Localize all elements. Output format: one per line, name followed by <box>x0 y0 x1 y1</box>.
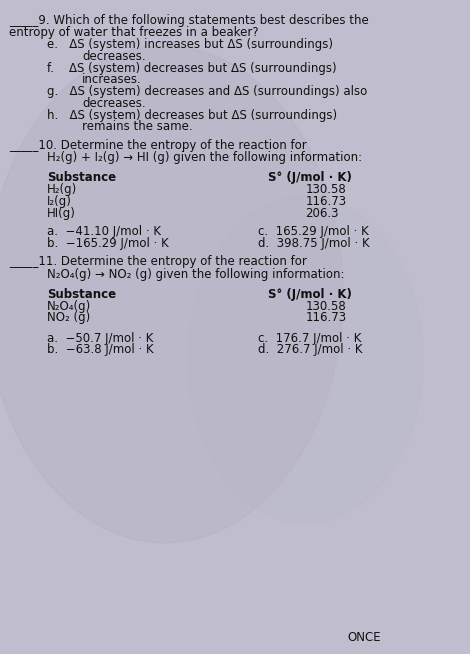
Text: d.  276.7 J/mol · K: d. 276.7 J/mol · K <box>258 343 363 356</box>
Text: HI(g): HI(g) <box>47 207 76 220</box>
Text: c.  165.29 J/mol · K: c. 165.29 J/mol · K <box>258 225 369 238</box>
Text: 116.73: 116.73 <box>306 195 347 208</box>
Text: ONCE: ONCE <box>348 631 382 644</box>
Text: _____10. Determine the entropy of the reaction for: _____10. Determine the entropy of the re… <box>9 139 307 152</box>
Text: NO₂ (g): NO₂ (g) <box>47 311 90 324</box>
Text: _____9. Which of the following statements best describes the: _____9. Which of the following statement… <box>9 14 369 27</box>
Text: g.   ΔS (system) decreases and ΔS (surroundings) also: g. ΔS (system) decreases and ΔS (surroun… <box>47 85 367 98</box>
Text: 116.73: 116.73 <box>306 311 347 324</box>
Text: 130.58: 130.58 <box>306 183 346 196</box>
Text: h.   ΔS (system) decreases but ΔS (surroundings): h. ΔS (system) decreases but ΔS (surroun… <box>47 109 337 122</box>
Text: 206.3: 206.3 <box>306 207 339 220</box>
Text: I₂(g): I₂(g) <box>47 195 72 208</box>
Text: a.  −50.7 J/mol · K: a. −50.7 J/mol · K <box>47 332 153 345</box>
Text: c.  176.7 J/mol · K: c. 176.7 J/mol · K <box>258 332 362 345</box>
Circle shape <box>188 196 423 523</box>
Text: S° (J/mol · K): S° (J/mol · K) <box>268 171 352 184</box>
Text: _____11. Determine the entropy of the reaction for: _____11. Determine the entropy of the re… <box>9 255 307 268</box>
Text: S° (J/mol · K): S° (J/mol · K) <box>268 288 352 301</box>
Text: e.   ΔS (system) increases but ΔS (surroundings): e. ΔS (system) increases but ΔS (surroun… <box>47 38 333 51</box>
Text: b.  −63.8 J/mol · K: b. −63.8 J/mol · K <box>47 343 154 356</box>
Text: Substance: Substance <box>47 288 116 301</box>
Text: b.  −165.29 J/mol · K: b. −165.29 J/mol · K <box>47 237 169 250</box>
Text: increases.: increases. <box>82 73 142 86</box>
Text: H₂(g) + I₂(g) → HI (g) given the following information:: H₂(g) + I₂(g) → HI (g) given the followi… <box>47 151 362 164</box>
Text: decreases.: decreases. <box>82 50 146 63</box>
Text: f.    ΔS (system) decreases but ΔS (surroundings): f. ΔS (system) decreases but ΔS (surroun… <box>47 61 337 75</box>
Text: H₂(g): H₂(g) <box>47 183 77 196</box>
Text: 130.58: 130.58 <box>306 300 346 313</box>
Text: N₂O₄(g) → NO₂ (g) given the following information:: N₂O₄(g) → NO₂ (g) given the following in… <box>47 267 345 281</box>
Text: remains the same.: remains the same. <box>82 120 193 133</box>
Text: d.  398.75 J/mol · K: d. 398.75 J/mol · K <box>258 237 370 250</box>
Text: entropy of water that freezes in a beaker?: entropy of water that freezes in a beake… <box>9 26 259 39</box>
Text: a.  −41.10 J/mol · K: a. −41.10 J/mol · K <box>47 225 161 238</box>
Text: decreases.: decreases. <box>82 97 146 110</box>
Text: N₂O₄(g): N₂O₄(g) <box>47 300 91 313</box>
Circle shape <box>0 46 343 543</box>
Text: Substance: Substance <box>47 171 116 184</box>
